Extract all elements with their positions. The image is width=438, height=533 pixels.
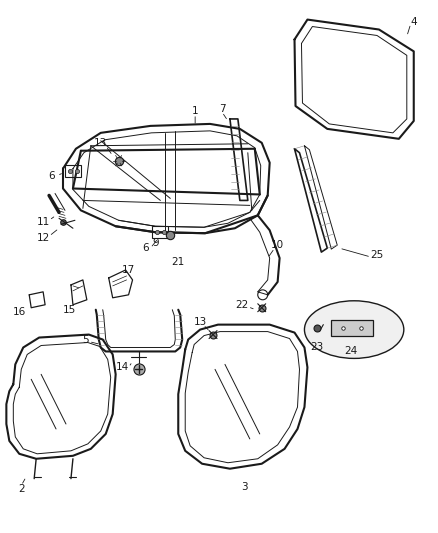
Text: 6: 6 bbox=[48, 171, 54, 181]
Text: 6: 6 bbox=[142, 243, 149, 253]
Text: 25: 25 bbox=[371, 250, 384, 260]
Ellipse shape bbox=[304, 301, 404, 358]
Text: 3: 3 bbox=[241, 482, 248, 491]
Text: 21: 21 bbox=[172, 257, 185, 267]
Text: 14: 14 bbox=[116, 362, 129, 373]
Text: 5: 5 bbox=[82, 335, 89, 344]
Text: 13: 13 bbox=[94, 138, 107, 148]
Text: 2: 2 bbox=[18, 483, 25, 494]
Bar bbox=[65, 165, 81, 176]
Text: 17: 17 bbox=[122, 265, 135, 275]
Text: 10: 10 bbox=[271, 240, 284, 250]
Bar bbox=[331, 320, 373, 336]
Bar bbox=[152, 226, 168, 238]
Text: 11: 11 bbox=[36, 217, 50, 227]
Text: 7: 7 bbox=[219, 104, 225, 114]
Text: 22: 22 bbox=[235, 300, 248, 310]
Text: 4: 4 bbox=[410, 17, 417, 27]
Text: 13: 13 bbox=[194, 317, 207, 327]
Text: 12: 12 bbox=[36, 233, 50, 243]
Text: 24: 24 bbox=[345, 346, 358, 357]
Text: 16: 16 bbox=[13, 306, 26, 317]
Text: 23: 23 bbox=[311, 343, 324, 352]
Text: 1: 1 bbox=[192, 106, 198, 116]
Text: 9: 9 bbox=[152, 238, 159, 248]
Text: 15: 15 bbox=[62, 305, 76, 314]
